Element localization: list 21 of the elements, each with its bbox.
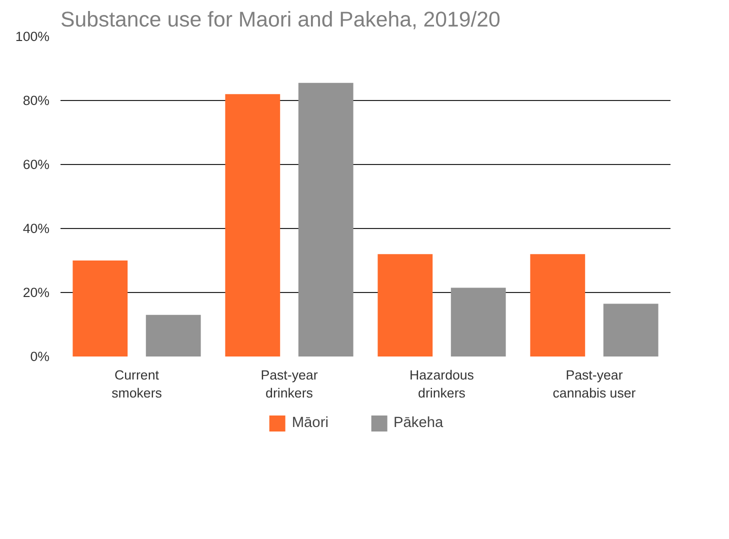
x-tick-label: Current smokers (112, 368, 162, 400)
x-tick-label: Past-year drinkers (260, 368, 318, 400)
y-tick-label: 0% (30, 349, 50, 364)
x-tick-label: Hazardous drinkers (410, 368, 474, 400)
bar (72, 260, 128, 356)
y-tick-label: 60% (22, 157, 50, 172)
bar (225, 94, 280, 356)
y-tick-label: 100% (15, 29, 50, 44)
bar (146, 314, 201, 356)
y-tick-label: 80% (22, 93, 50, 108)
x-tick-label: Past-year cannabis user (552, 368, 636, 400)
chart-title: Substance use for Maori and Pakeha, 2019/20 (60, 8, 501, 32)
bar (450, 288, 506, 356)
y-tick-label: 40% (22, 221, 50, 236)
bar (298, 82, 354, 356)
bar (603, 304, 658, 356)
legend-label: Māori (292, 415, 328, 431)
legend-label: Pākeha (393, 415, 444, 431)
y-tick-label: 20% (22, 285, 50, 300)
bar (530, 254, 586, 356)
bar (378, 254, 433, 356)
